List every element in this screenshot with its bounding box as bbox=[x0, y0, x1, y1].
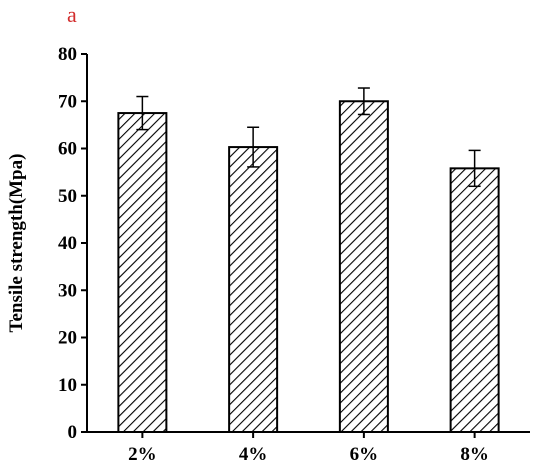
x-tick-label: 4% bbox=[239, 444, 268, 465]
y-tick-label: 50 bbox=[58, 186, 77, 207]
x-tick-label: 6% bbox=[350, 444, 379, 465]
panel-label: a bbox=[67, 2, 77, 27]
y-tick-label: 40 bbox=[58, 233, 77, 254]
error-bar-8% bbox=[468, 149, 481, 188]
y-axis-label: Tensile strength(Mpa) bbox=[6, 154, 27, 333]
y-tick-label: 0 bbox=[68, 422, 78, 443]
error-bar-4% bbox=[247, 126, 260, 168]
bar-8% bbox=[449, 167, 500, 433]
error-bar-6% bbox=[357, 87, 370, 116]
y-tick-label: 20 bbox=[58, 328, 77, 349]
x-tick-label: 2% bbox=[128, 444, 157, 465]
y-tick-label: 70 bbox=[58, 91, 77, 112]
y-tick-label: 10 bbox=[58, 375, 77, 396]
bars bbox=[117, 87, 500, 434]
y-tick-label: 80 bbox=[58, 44, 77, 65]
bar-2% bbox=[117, 112, 168, 433]
error-bar-2% bbox=[136, 95, 149, 131]
bar-6% bbox=[338, 100, 389, 433]
x-tick-label: 8% bbox=[460, 444, 489, 465]
x-axis-ticks: 2% 4% 6% 8% bbox=[128, 432, 489, 465]
y-axis-ticks: 0 10 20 30 40 50 60 70 80 bbox=[58, 44, 87, 443]
y-tick-label: 60 bbox=[58, 139, 77, 160]
bar-4% bbox=[228, 146, 279, 434]
y-tick-label: 30 bbox=[58, 280, 77, 301]
